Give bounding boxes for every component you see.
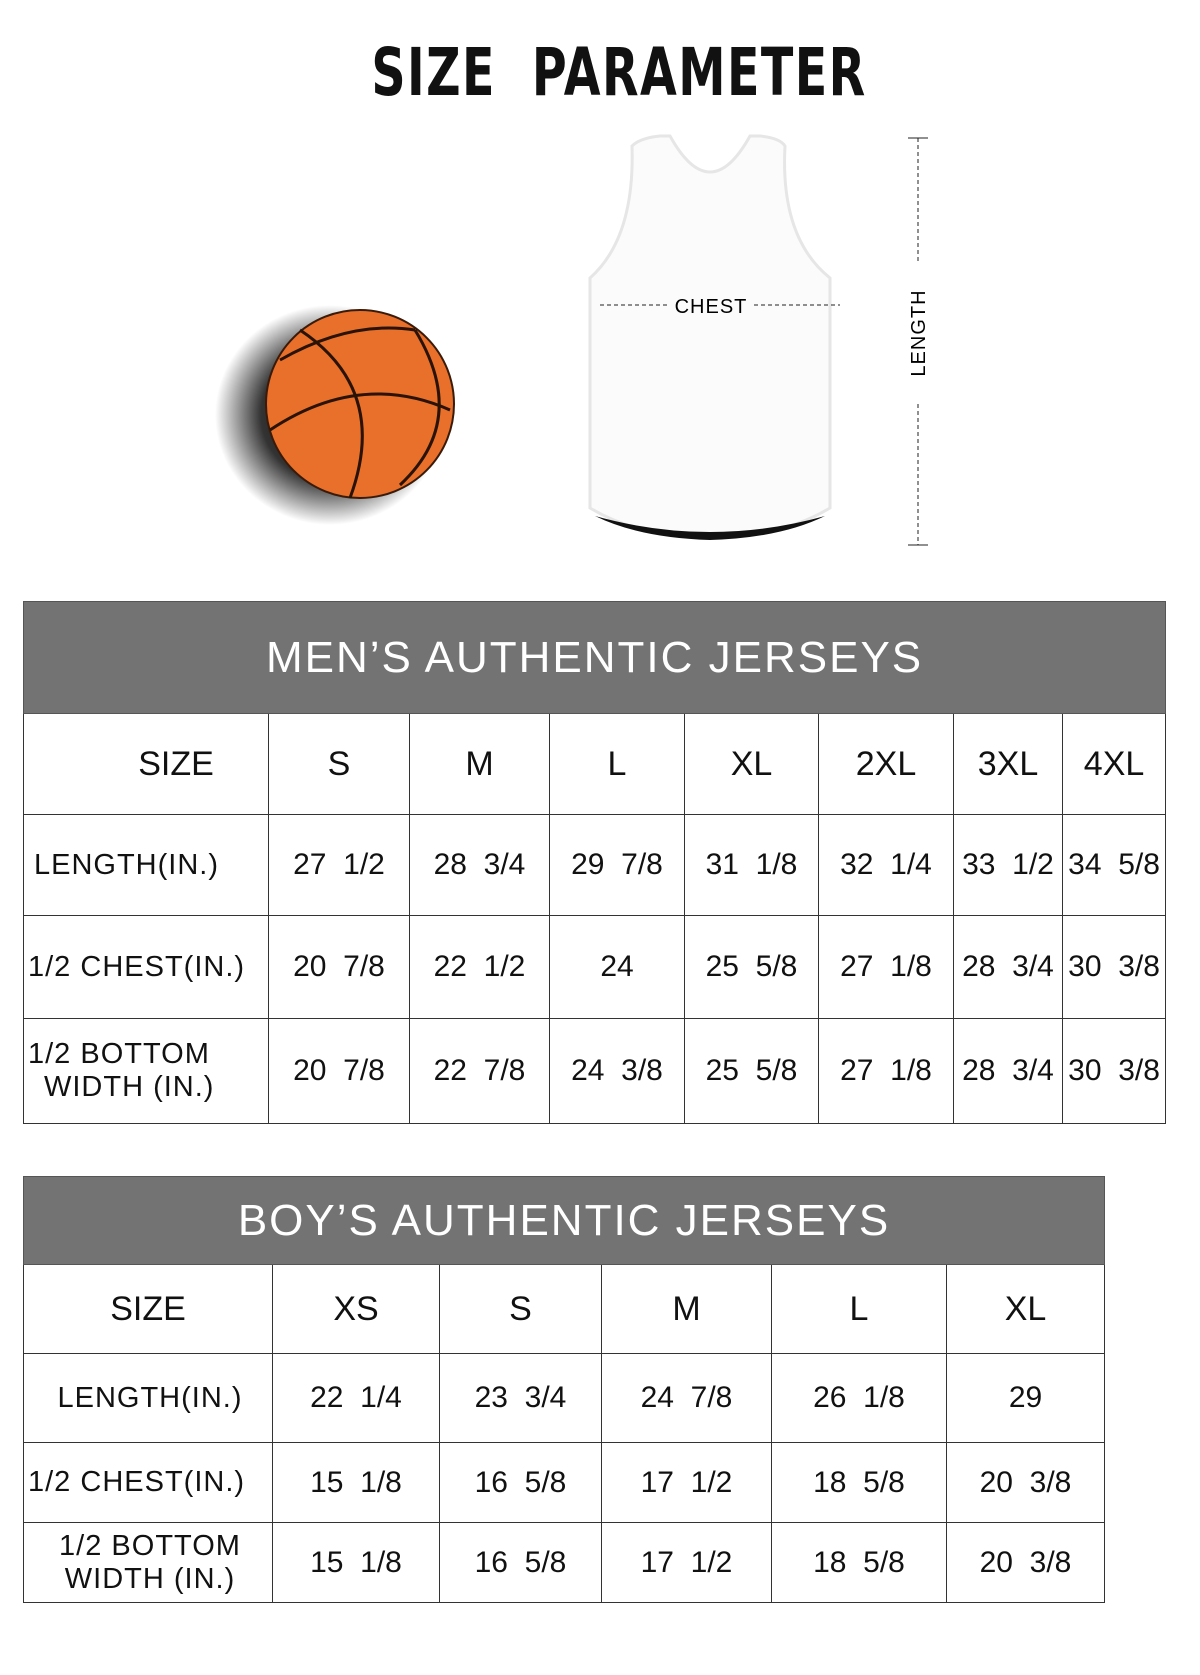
table-row: 1/2 BOTTOM WIDTH (IN.) 15 1/8 16 5/8 17 1/2 1… [23, 1522, 1106, 1603]
row-label: 1/2 CHEST(IN.) [23, 1442, 273, 1523]
size-header: XL [945, 1264, 1106, 1354]
size-value-cell: 17 1/2 [601, 1522, 772, 1603]
boys-table-heading: BOY’S AUTHENTIC JERSEYS [22, 1176, 1106, 1265]
size-value-cell: 20 3/8 [945, 1442, 1106, 1523]
table-row: LENGTH(IN.) 27 1/2 28 3/4 29 7/8 31 1/8 32 1/… [23, 814, 1167, 916]
size-value-cell: 22 1/4 [272, 1353, 440, 1443]
size-value-cell: 31 1/8 [684, 814, 819, 916]
size-header: XS [272, 1264, 440, 1354]
row-label: LENGTH(IN.) [23, 1353, 273, 1443]
size-value-cell: 28 3/4 [953, 915, 1063, 1019]
size-value-cell: 34 5/8 [1061, 814, 1167, 916]
row-label-line: 1/2 BOTTOM [59, 1529, 241, 1562]
size-row: SIZE XS S M L XL [23, 1264, 1106, 1354]
table-row: 1/2 CHEST(IN.) 20 7/8 22 1/2 24 25 5/8 27 1/8… [23, 915, 1167, 1019]
size-header: 3XL [953, 713, 1063, 815]
size-header: S [268, 713, 410, 815]
table-row: LENGTH(IN.) 22 1/4 23 3/4 24 7/8 26 1/8 29 [23, 1353, 1106, 1443]
size-header: XL [684, 713, 819, 815]
size-value-cell: 29 [945, 1353, 1106, 1443]
size-value-cell: 24 3/8 [549, 1018, 685, 1124]
size-value-cell: 29 7/8 [549, 814, 685, 916]
size-value-cell: 28 3/4 [409, 814, 550, 916]
size-header: S [439, 1264, 602, 1354]
size-value-cell: 23 3/4 [439, 1353, 602, 1443]
size-header: L [549, 713, 685, 815]
size-value-cell: 32 1/4 [818, 814, 954, 916]
size-header: M [409, 713, 550, 815]
size-header: L [771, 1264, 947, 1354]
row-label: 1/2 BOTTOM WIDTH (IN.) [23, 1522, 273, 1603]
size-value-cell: 18 5/8 [771, 1442, 947, 1523]
row-label-line: WIDTH (IN.) [64, 1562, 236, 1595]
size-value-cell: 26 1/8 [771, 1353, 947, 1443]
size-value-cell: 24 7/8 [601, 1353, 772, 1443]
size-value-cell: 25 5/8 [684, 1018, 819, 1124]
jersey-diagram: CHEST LENGTH [588, 134, 932, 546]
row-label: 1/2 BOTTOM WIDTH (IN.) [23, 1018, 269, 1124]
size-label: SIZE [23, 713, 269, 815]
size-value-cell: 25 5/8 [684, 915, 819, 1019]
page-title: SIZE PARAMETER [371, 34, 867, 111]
size-value-cell: 30 3/8 [1061, 915, 1167, 1019]
size-header: 4XL [1061, 713, 1167, 815]
chest-label: CHEST [675, 296, 748, 318]
size-value-cell: 30 3/8 [1061, 1018, 1167, 1124]
row-label-line: WIDTH (IN.) [44, 1071, 215, 1103]
size-value-cell: 15 1/8 [272, 1442, 440, 1523]
size-header: M [601, 1264, 772, 1354]
boys-size-table: BOY’S AUTHENTIC JERSEYS SIZE XS S M L XL LENG… [22, 1176, 1106, 1603]
size-value-cell: 28 3/4 [953, 1018, 1063, 1124]
men-table-heading: MEN’S AUTHENTIC JERSEYS [22, 601, 1167, 714]
table-row: 1/2 BOTTOM WIDTH (IN.) 20 7/8 22 7/8 24 3/8 2… [23, 1018, 1167, 1124]
row-label: 1/2 CHEST(IN.) [23, 915, 269, 1019]
size-label: SIZE [23, 1264, 273, 1354]
size-value-cell: 15 1/8 [272, 1522, 440, 1603]
row-label-line: 1/2 BOTTOM [28, 1038, 210, 1070]
size-value-cell: 18 5/8 [771, 1522, 947, 1603]
length-label: LENGTH [908, 289, 930, 376]
size-value-cell: 27 1/8 [818, 915, 954, 1019]
size-header: 2XL [818, 713, 954, 815]
size-value-cell: 20 7/8 [268, 1018, 410, 1124]
size-value-cell: 22 7/8 [409, 1018, 550, 1124]
size-value-cell: 16 5/8 [439, 1522, 602, 1603]
size-value-cell: 16 5/8 [439, 1442, 602, 1523]
size-value-cell: 27 1/8 [818, 1018, 954, 1124]
size-value-cell: 17 1/2 [601, 1442, 772, 1523]
size-value-cell: 22 1/2 [409, 915, 550, 1019]
row-label: LENGTH(IN.) [23, 814, 269, 916]
size-value-cell: 27 1/2 [268, 814, 410, 916]
size-value-cell: 20 7/8 [268, 915, 410, 1019]
size-value-cell: 24 [549, 915, 685, 1019]
size-value-cell: 33 1/2 [953, 814, 1063, 916]
size-row: SIZE S M L XL 2XL 3XL 4XL [23, 713, 1167, 815]
table-row: 1/2 CHEST(IN.) 15 1/8 16 5/8 17 1/2 18 5/8 20… [23, 1442, 1106, 1523]
basketball-icon [215, 305, 455, 525]
size-value-cell: 20 3/8 [945, 1522, 1106, 1603]
men-size-table: MEN’S AUTHENTIC JERSEYS SIZE S M L XL 2XL 3XL 4… [22, 601, 1167, 1124]
